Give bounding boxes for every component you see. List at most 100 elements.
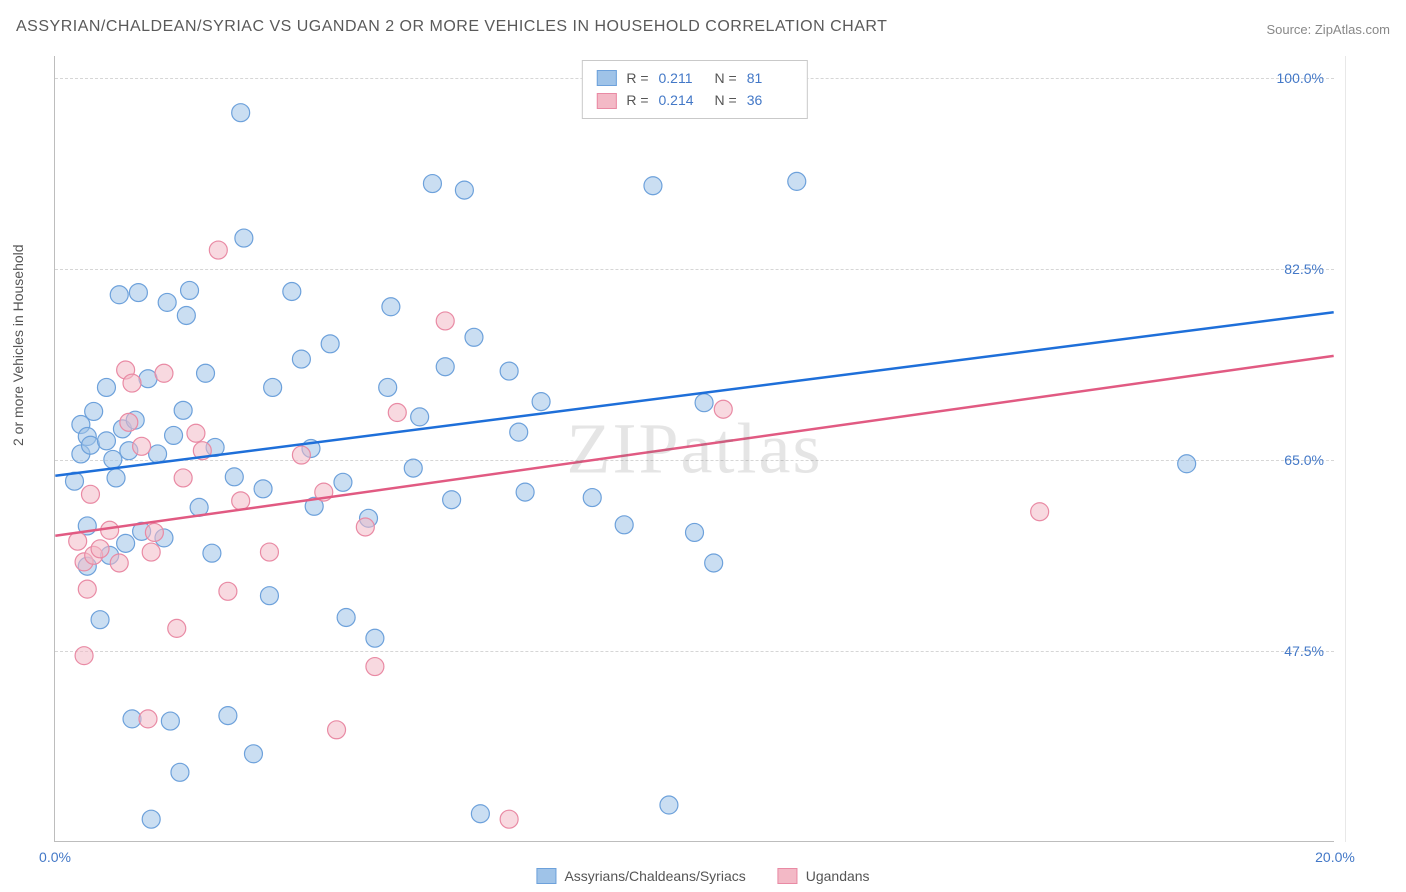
legend-swatch: [536, 868, 556, 884]
correlation-chart: ASSYRIAN/CHALDEAN/SYRIAC VS UGANDAN 2 OR…: [0, 0, 1406, 892]
legend-swatch: [778, 868, 798, 884]
scatter-point: [177, 306, 195, 324]
scatter-point: [97, 432, 115, 450]
scatter-point: [705, 554, 723, 572]
scatter-point: [436, 358, 454, 376]
scatter-point: [97, 378, 115, 396]
scatter-point: [388, 404, 406, 422]
plot-area: ZIPatlas R =0.211N =81R =0.214N =36 47.5…: [54, 56, 1334, 842]
scatter-point: [382, 298, 400, 316]
scatter-point: [142, 810, 160, 828]
scatter-point: [260, 543, 278, 561]
y-axis-label: 2 or more Vehicles in Household: [10, 244, 26, 446]
scatter-point: [244, 745, 262, 763]
scatter-point: [158, 293, 176, 311]
scatter-point: [91, 540, 109, 558]
legend-row: R =0.214N =36: [596, 89, 792, 111]
scatter-point: [133, 437, 151, 455]
legend-r-value: 0.214: [659, 89, 705, 111]
scatter-point: [123, 710, 141, 728]
scatter-point: [120, 413, 138, 431]
scatter-point: [110, 554, 128, 572]
chart-title: ASSYRIAN/CHALDEAN/SYRIAC VS UGANDAN 2 OR…: [16, 18, 887, 36]
scatter-point: [321, 335, 339, 353]
legend-label: Ugandans: [806, 868, 870, 884]
scatter-point: [123, 374, 141, 392]
scatter-point: [436, 312, 454, 330]
legend-label: Assyrians/Chaldeans/Syriacs: [564, 868, 745, 884]
scatter-point: [465, 328, 483, 346]
legend-item: Ugandans: [778, 868, 870, 884]
scatter-point: [81, 436, 99, 454]
scatter-point: [404, 459, 422, 477]
scatter-point: [85, 402, 103, 420]
scatter-point: [145, 523, 163, 541]
scatter-point: [91, 611, 109, 629]
scatter-point: [232, 104, 250, 122]
scatter-point: [254, 480, 272, 498]
scatter-point: [117, 534, 135, 552]
scatter-point: [337, 609, 355, 627]
scatter-point: [532, 393, 550, 411]
legend-correlation: R =0.211N =81R =0.214N =36: [581, 60, 807, 119]
source-attribution: Source: ZipAtlas.com: [1266, 22, 1390, 37]
scatter-point: [328, 721, 346, 739]
scatter-point: [81, 485, 99, 503]
scatter-point: [660, 796, 678, 814]
scatter-point: [142, 543, 160, 561]
legend-item: Assyrians/Chaldeans/Syriacs: [536, 868, 745, 884]
scatter-point: [149, 445, 167, 463]
trend-line: [55, 312, 1333, 476]
scatter-point: [292, 350, 310, 368]
legend-n-label: N =: [715, 67, 737, 89]
scatter-point: [235, 229, 253, 247]
scatter-point: [1031, 503, 1049, 521]
scatter-point: [110, 286, 128, 304]
scatter-point: [219, 707, 237, 725]
legend-series: Assyrians/Chaldeans/Syriacs Ugandans: [536, 868, 869, 884]
scatter-point: [197, 364, 215, 382]
legend-n-value: 81: [747, 67, 793, 89]
scatter-point: [1178, 455, 1196, 473]
scatter-point: [500, 810, 518, 828]
scatter-point: [264, 378, 282, 396]
scatter-point: [104, 450, 122, 468]
scatter-point: [165, 426, 183, 444]
scatter-point: [161, 712, 179, 730]
scatter-point: [78, 580, 96, 598]
scatter-svg: [55, 56, 1334, 841]
scatter-point: [225, 468, 243, 486]
scatter-point: [615, 516, 633, 534]
scatter-point: [209, 241, 227, 259]
scatter-point: [366, 629, 384, 647]
scatter-point: [174, 469, 192, 487]
scatter-point: [139, 710, 157, 728]
scatter-point: [203, 544, 221, 562]
scatter-point: [334, 473, 352, 491]
scatter-point: [101, 521, 119, 539]
scatter-point: [292, 446, 310, 464]
scatter-point: [644, 177, 662, 195]
scatter-point: [168, 619, 186, 637]
scatter-point: [423, 175, 441, 193]
scatter-point: [232, 492, 250, 510]
scatter-point: [714, 400, 732, 418]
scatter-point: [411, 408, 429, 426]
scatter-point: [583, 489, 601, 507]
scatter-point: [155, 364, 173, 382]
scatter-point: [187, 424, 205, 442]
scatter-point: [500, 362, 518, 380]
legend-swatch: [596, 93, 616, 109]
trend-line: [55, 356, 1333, 536]
legend-r-label: R =: [626, 67, 648, 89]
scatter-point: [129, 284, 147, 302]
scatter-point: [516, 483, 534, 501]
scatter-point: [181, 281, 199, 299]
scatter-point: [356, 518, 374, 536]
scatter-point: [139, 370, 157, 388]
scatter-point: [283, 283, 301, 301]
plot-right-edge: [1345, 56, 1346, 842]
legend-row: R =0.211N =81: [596, 67, 792, 89]
legend-swatch: [596, 70, 616, 86]
scatter-point: [171, 763, 189, 781]
